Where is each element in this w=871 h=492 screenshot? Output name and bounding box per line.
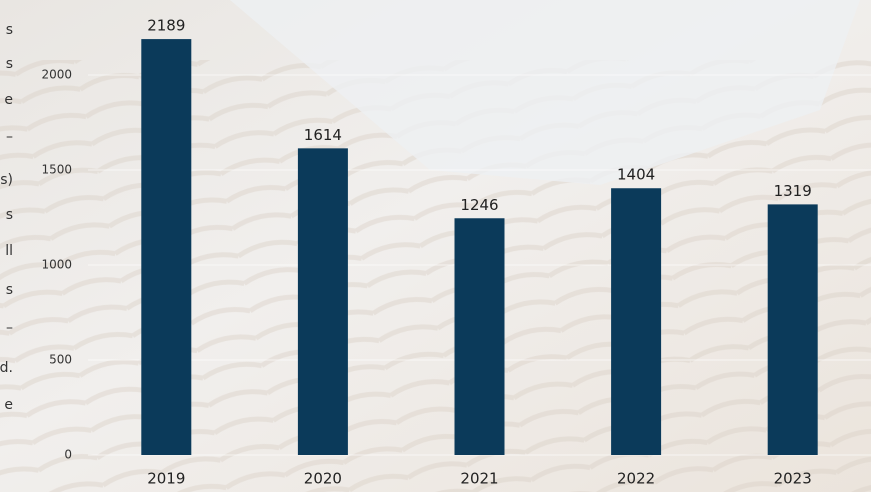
y-tick-label: 1500	[41, 163, 72, 177]
x-tick-label: 2023	[774, 470, 812, 488]
side-text: s	[6, 207, 13, 223]
x-tick-label: 2022	[617, 470, 655, 488]
data-label: 1319	[774, 182, 812, 200]
bar	[454, 218, 505, 455]
y-tick-label: 1000	[41, 258, 72, 272]
x-tick-label: 2019	[147, 470, 185, 488]
side-text: s	[6, 56, 13, 72]
side-text: e	[4, 397, 13, 413]
data-label: 1246	[460, 196, 498, 214]
side-text: –	[6, 320, 13, 336]
data-label: 1404	[617, 166, 655, 184]
bar	[141, 39, 192, 456]
x-tick-label: 2021	[460, 470, 498, 488]
x-tick-label: 2020	[304, 470, 342, 488]
bar	[611, 188, 662, 456]
y-tick-label: 2000	[41, 68, 72, 82]
bar	[767, 204, 818, 455]
solar-panel	[230, 0, 860, 185]
side-text: s	[6, 282, 13, 298]
y-tick-label: 0	[64, 448, 72, 462]
y-tick-label: 500	[49, 353, 72, 367]
data-label: 1614	[304, 126, 342, 144]
side-text: ll	[5, 243, 13, 259]
data-label: 2189	[147, 17, 185, 35]
side-text: d.	[0, 360, 13, 376]
side-text: –	[6, 129, 13, 145]
side-text: s	[6, 22, 13, 38]
bar	[297, 148, 348, 455]
side-text: s)	[0, 172, 13, 188]
side-text: e	[4, 92, 13, 108]
